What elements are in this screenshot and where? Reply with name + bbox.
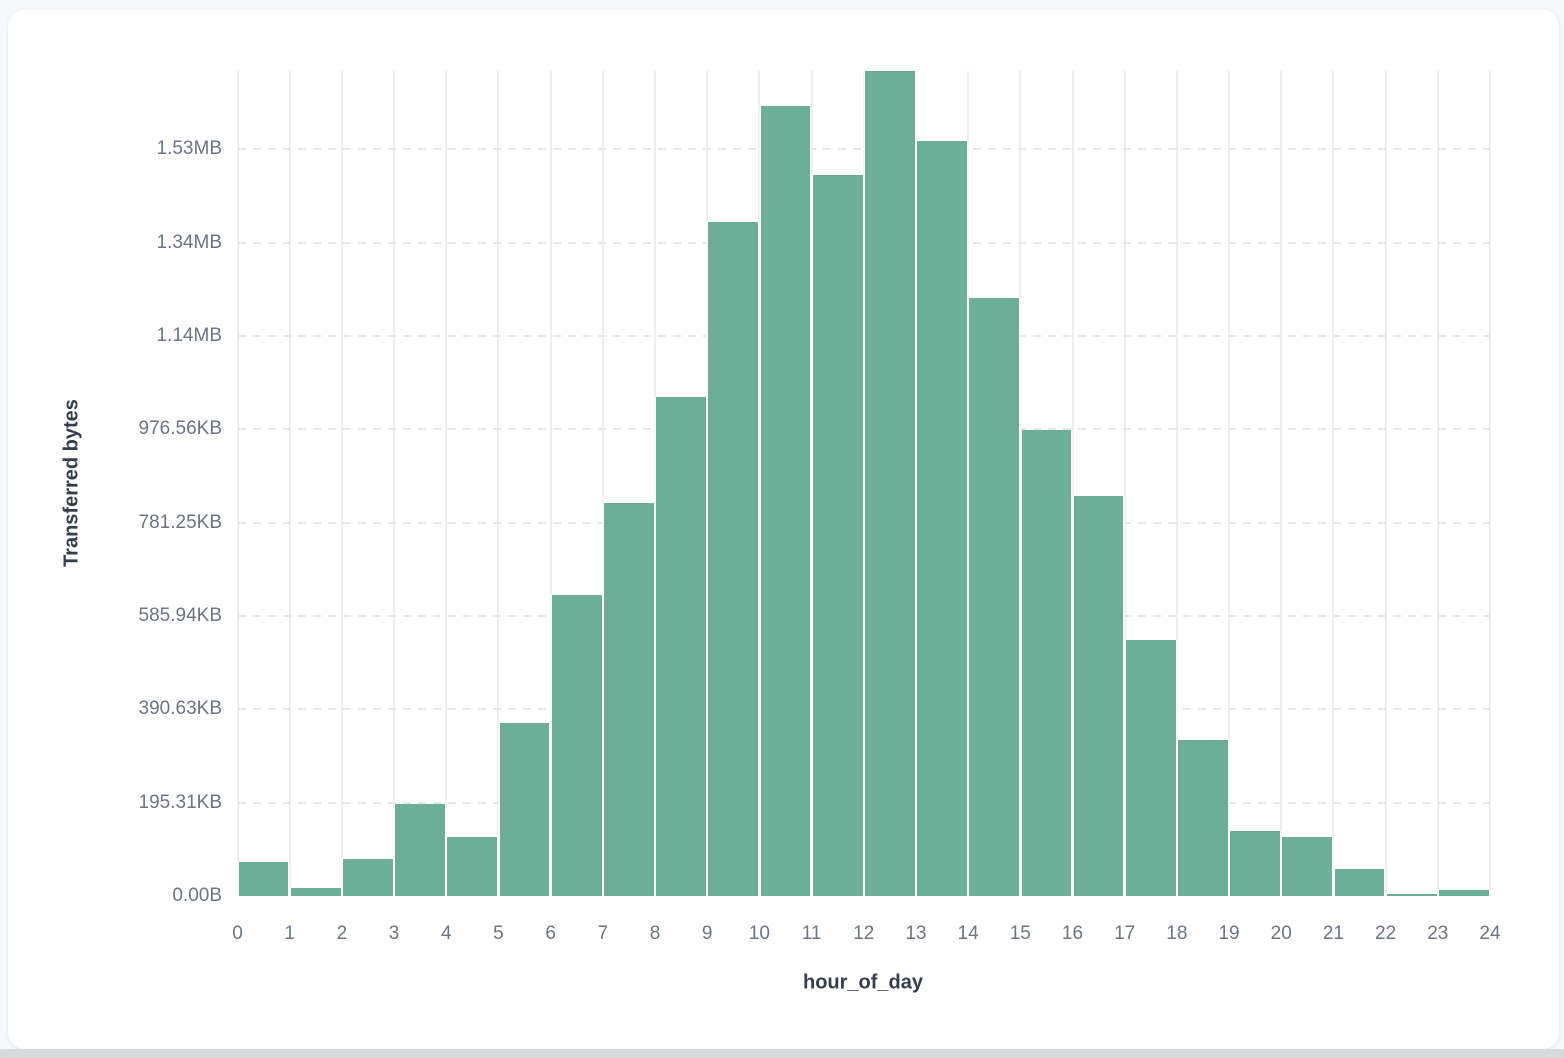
horizontal-gridline	[237, 521, 1490, 524]
histogram-bar-hour-23[interactable]	[1439, 889, 1489, 896]
x-axis-tick-labels: 0 1 2 3 4 5 6 7 8 9 10 11 12 13 14 15 16 17 18 19 20 21 22 23 24	[232, 923, 1500, 949]
histogram-bar-hour-14[interactable]	[969, 297, 1020, 896]
vertical-gridline	[654, 71, 656, 896]
x-tick-label: 8	[649, 923, 661, 944]
x-tick-label: 21	[1322, 923, 1345, 944]
histogram-bar-hour-12[interactable]	[864, 71, 915, 896]
vertical-gridline	[601, 71, 604, 896]
histogram-bar-hour-11[interactable]	[812, 174, 863, 896]
x-tick-label: 6	[545, 923, 556, 944]
vertical-gridline	[1019, 71, 1022, 896]
vertical-gridline	[1489, 71, 1491, 896]
y-tick-label: 781.25KB	[138, 511, 222, 533]
x-tick-label: 12	[853, 923, 875, 944]
vertical-gridline	[1123, 71, 1126, 896]
horizontal-gridline	[237, 241, 1490, 244]
plot-area	[236, 71, 1491, 896]
vertical-gridline	[1384, 71, 1387, 896]
vertical-gridline	[549, 71, 552, 896]
histogram-bar-hour-19[interactable]	[1230, 830, 1281, 896]
x-tick-label: 16	[1061, 923, 1084, 944]
histogram-bar-hour-6[interactable]	[551, 595, 602, 896]
x-tick-label: 17	[1114, 923, 1136, 944]
x-tick-label: 2	[336, 923, 348, 944]
horizontal-gridline	[237, 335, 1490, 338]
vertical-gridline	[810, 71, 813, 896]
x-tick-label: 4	[440, 923, 452, 944]
vertical-gridline	[1071, 71, 1074, 896]
x-tick-label: 5	[493, 923, 504, 944]
x-tick-label: 24	[1479, 923, 1501, 944]
vertical-gridline	[862, 71, 865, 896]
x-axis-title: hour_of_day	[802, 971, 924, 994]
horizontal-gridline	[237, 615, 1490, 618]
histogram-bar-hour-4[interactable]	[447, 836, 498, 896]
x-tick-label: 13	[905, 923, 927, 944]
y-tick-label: 195.31KB	[138, 791, 222, 813]
y-tick-label: 585.94KB	[138, 605, 222, 627]
y-tick-label: 976.56KB	[138, 418, 222, 440]
y-axis-tick-labels: 0.00B 195.31KB 390.63KB 585.94KB 781.25KB 976…	[8, 71, 222, 906]
histogram-bar-hour-7[interactable]	[604, 503, 654, 896]
histogram-bar-hour-8[interactable]	[656, 397, 706, 896]
horizontal-gridline	[237, 148, 1490, 151]
y-tick-label: 390.63KB	[138, 698, 222, 720]
x-tick-label: 14	[957, 923, 979, 944]
histogram-bar-hour-20[interactable]	[1282, 837, 1333, 896]
vertical-gridline	[393, 71, 396, 896]
vertical-gridline	[236, 71, 239, 896]
y-tick-label: 1.14MB	[156, 325, 222, 347]
histogram-bar-hour-16[interactable]	[1073, 496, 1124, 896]
y-tick-label: 0.00B	[172, 885, 222, 906]
x-tick-label: 18	[1166, 923, 1188, 944]
histogram-bar-hour-3[interactable]	[395, 804, 446, 896]
x-tick-label: 20	[1270, 923, 1292, 944]
histogram-bar-hour-17[interactable]	[1125, 639, 1176, 896]
vertical-gridline	[758, 71, 761, 896]
y-tick-label: 1.53MB	[156, 138, 222, 160]
vertical-gridline	[967, 71, 970, 896]
vertical-gridline	[914, 71, 917, 896]
vertical-gridline	[288, 71, 291, 896]
x-tick-label: 1	[284, 923, 295, 944]
histogram-bar-hour-5[interactable]	[499, 723, 550, 896]
vertical-gridline	[497, 71, 500, 896]
histogram-bar-hour-22[interactable]	[1386, 893, 1437, 896]
vertical-gridline	[1228, 71, 1231, 896]
histogram-bar-hour-0[interactable]	[238, 861, 289, 896]
x-tick-label: 10	[748, 923, 770, 944]
histogram-bar-hour-1[interactable]	[290, 888, 341, 896]
vertical-gridline	[1436, 71, 1439, 896]
histogram-bar-hour-9[interactable]	[708, 222, 759, 896]
histogram-bar-hour-2[interactable]	[343, 859, 393, 896]
vertical-gridline	[1280, 71, 1283, 896]
x-tick-label: 23	[1427, 923, 1449, 944]
x-tick-label: 9	[701, 923, 713, 944]
histogram-bar-hour-13[interactable]	[917, 141, 967, 896]
x-tick-label: 15	[1009, 923, 1031, 944]
horizontal-gridline	[237, 708, 1490, 711]
histogram-bar-hour-18[interactable]	[1178, 740, 1228, 896]
vertical-gridline	[1332, 71, 1335, 896]
vertical-gridline	[1175, 71, 1178, 896]
x-tick-label: 0	[232, 923, 243, 944]
x-tick-label: 7	[597, 923, 609, 944]
vertical-gridline	[706, 71, 709, 896]
horizontal-gridline	[237, 801, 1490, 804]
histogram-bar-hour-10[interactable]	[760, 106, 811, 896]
chart-card: 0.00B 195.31KB 390.63KB 585.94KB 781.25KB 976…	[8, 10, 1559, 1049]
histogram-bar-hour-21[interactable]	[1334, 868, 1385, 896]
bottom-scrollbar-strip[interactable]	[0, 1049, 1564, 1058]
x-tick-label: 19	[1218, 923, 1240, 944]
x-tick-label: 3	[388, 923, 400, 944]
vertical-gridline	[340, 71, 343, 896]
histogram-bar-hour-15[interactable]	[1021, 429, 1072, 896]
horizontal-gridline	[237, 428, 1490, 431]
x-tick-label: 11	[801, 923, 822, 944]
y-axis-title: Transferred bytes	[60, 399, 83, 567]
y-tick-label: 1.34MB	[156, 231, 222, 253]
vertical-gridline	[445, 71, 448, 896]
x-tick-label: 22	[1375, 923, 1397, 944]
